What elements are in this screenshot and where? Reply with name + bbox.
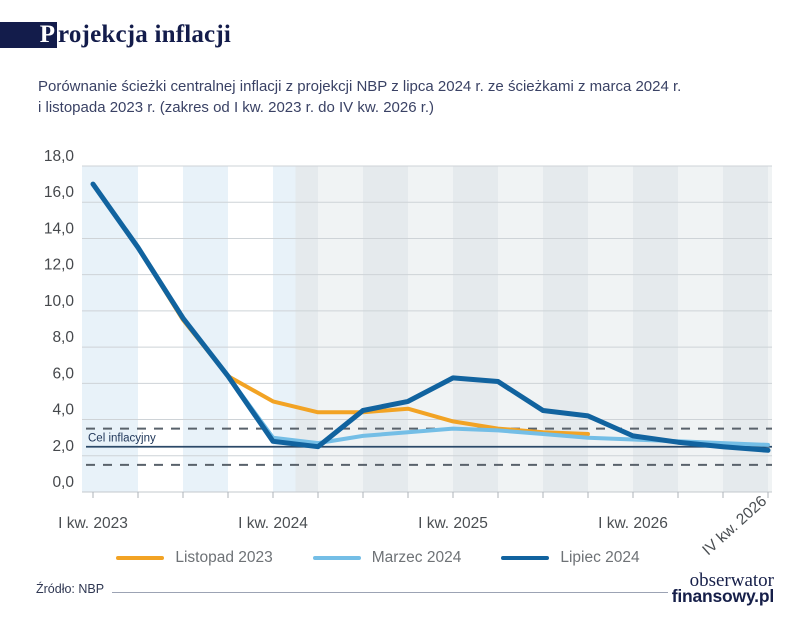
subtitle-line-1: Porównanie ścieżki centralnej inflacji z… xyxy=(38,78,682,95)
title-highlight-box: P xyxy=(0,22,57,48)
x-axis-label: I kw. 2023 xyxy=(58,515,128,532)
y-axis-label: 12,0 xyxy=(44,257,75,274)
quarter-band xyxy=(453,166,498,492)
title-first-letter: P xyxy=(39,21,55,48)
brand-logo: obserwator finansowy.pl xyxy=(671,570,774,606)
x-axis-label: I kw. 2024 xyxy=(238,515,308,532)
target-line-label: Cel inflacyjny xyxy=(88,433,156,445)
y-axis-label: 10,0 xyxy=(44,293,75,310)
legend-label-marzec-2024: Marzec 2024 xyxy=(371,549,462,566)
x-axis-label: I kw. 2026 xyxy=(598,515,668,532)
page-title: P rojekcja inflacji xyxy=(0,22,231,48)
y-axis-label: 18,0 xyxy=(44,148,75,165)
legend-swatch-listopad-2023 xyxy=(116,556,165,560)
y-axis-label: 6,0 xyxy=(52,365,74,382)
y-axis-label: 16,0 xyxy=(44,184,75,201)
legend-swatch-lipiec-2024 xyxy=(501,556,550,560)
quarter-band xyxy=(543,166,588,492)
subtitle-line-2: i listopada 2023 r. (zakres od I kw. 202… xyxy=(38,99,435,116)
y-axis-label: 8,0 xyxy=(52,329,74,346)
legend-item-listopad-2023: Listopad 2023 xyxy=(116,549,273,567)
quarter-band xyxy=(82,166,138,492)
legend-label-listopad-2023: Listopad 2023 xyxy=(175,549,273,566)
y-axis-label: 0,0 xyxy=(52,474,74,491)
x-axis-label: I kw. 2025 xyxy=(418,515,488,532)
series-line-lipiec-2024 xyxy=(90,181,771,453)
quarter-band xyxy=(363,166,408,492)
legend-item-lipiec-2024: Lipiec 2024 xyxy=(501,549,640,567)
y-axis-label: 2,0 xyxy=(52,438,74,455)
legend-swatch-marzec-2024 xyxy=(312,556,361,560)
footer-divider xyxy=(112,592,668,593)
quarter-band xyxy=(273,166,296,492)
chart-subtitle: Porównanie ścieżki centralnej inflacji z… xyxy=(38,76,758,118)
brand-logo-line2: finansowy.pl xyxy=(671,586,774,606)
legend-label-lipiec-2024: Lipiec 2024 xyxy=(560,549,640,566)
y-axis-label: 14,0 xyxy=(44,220,75,237)
brand-logo-line1: obserwator xyxy=(689,570,774,591)
y-axis-label: 4,0 xyxy=(52,402,74,419)
legend-item-marzec-2024: Marzec 2024 xyxy=(312,549,462,567)
title-text: rojekcja inflacji xyxy=(58,21,232,48)
source-label: Źródło: NBP xyxy=(36,582,105,596)
chart-legend: Listopad 2023 Marzec 2024 Lipiec 2024 xyxy=(0,549,778,567)
quarter-band xyxy=(723,166,768,492)
